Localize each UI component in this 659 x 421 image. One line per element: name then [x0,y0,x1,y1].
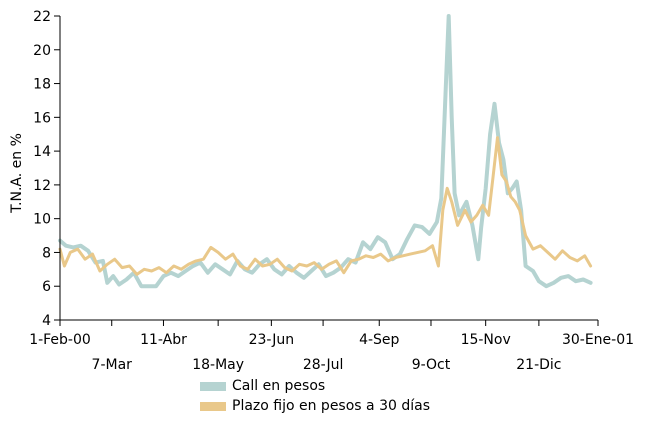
legend-label-call: Call en pesos [232,378,326,394]
legend-swatch-plazo-fijo [200,401,226,411]
x-axis-ticks: 1-Feb-00 11-Abr 23-Jun 4-Sep 15-Nov 30-Ene-01… [29,320,634,373]
x-tick-label: 15-Nov [461,332,511,348]
y-tick-label: 22 [33,9,51,25]
y-tick-label: 12 [33,178,51,194]
x-tick-label: 11-Abr [140,332,187,348]
y-tick-label: 10 [33,212,51,228]
y-tick-label: 8 [42,245,51,261]
legend-item-plazo-fijo: Plazo fijo en pesos a 30 días [200,396,430,416]
x-tick-label: 9-Oct [412,357,451,373]
legend-swatch-call [200,381,226,391]
x-tick-label: 7-Mar [92,357,133,373]
x-tick-label: 4-Sep [359,332,399,348]
x-tick-label: 23-Jun [249,332,295,348]
y-axis-title: T.N.A. en % [9,133,25,214]
x-tick-label: 1-Feb-00 [29,332,91,348]
y-tick-label: 14 [33,144,51,160]
y-tick-label: 20 [33,43,51,59]
y-tick-label: 4 [42,313,51,329]
y-tick-label: 6 [42,279,51,295]
legend-item-call: Call en pesos [200,376,430,396]
x-tick-label: 21-Dic [516,357,561,373]
x-tick-label: 28-Jul [303,357,344,373]
legend: Call en pesos Plazo fijo en pesos a 30 d… [200,376,430,416]
y-tick-label: 16 [33,110,51,126]
x-tick-label: 18-May [192,357,244,373]
series-lines [58,14,593,289]
series-line-plazo-fijo [58,136,593,276]
series-line-call [58,14,593,289]
y-tick-label: 18 [33,77,51,93]
y-axis-ticks: 4 6 8 10 12 14 16 18 20 22 [33,9,60,329]
x-tick-label: 30-Ene-01 [562,332,634,348]
legend-label-plazo-fijo: Plazo fijo en pesos a 30 días [232,398,430,414]
